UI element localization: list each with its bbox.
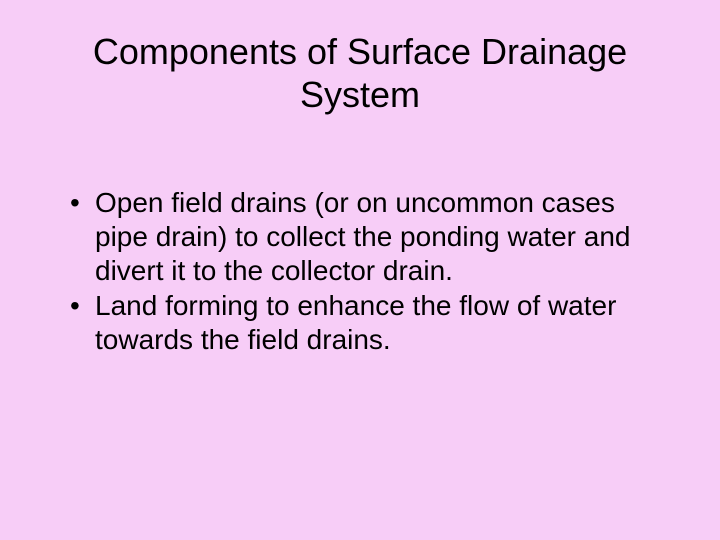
bullet-item: Open field drains (or on uncommon cases … (70, 186, 670, 287)
slide-container: Components of Surface Drainage System Op… (0, 0, 720, 540)
bullet-list: Open field drains (or on uncommon cases … (50, 186, 670, 356)
bullet-item: Land forming to enhance the flow of wate… (70, 289, 670, 356)
slide-title: Components of Surface Drainage System (50, 30, 670, 116)
